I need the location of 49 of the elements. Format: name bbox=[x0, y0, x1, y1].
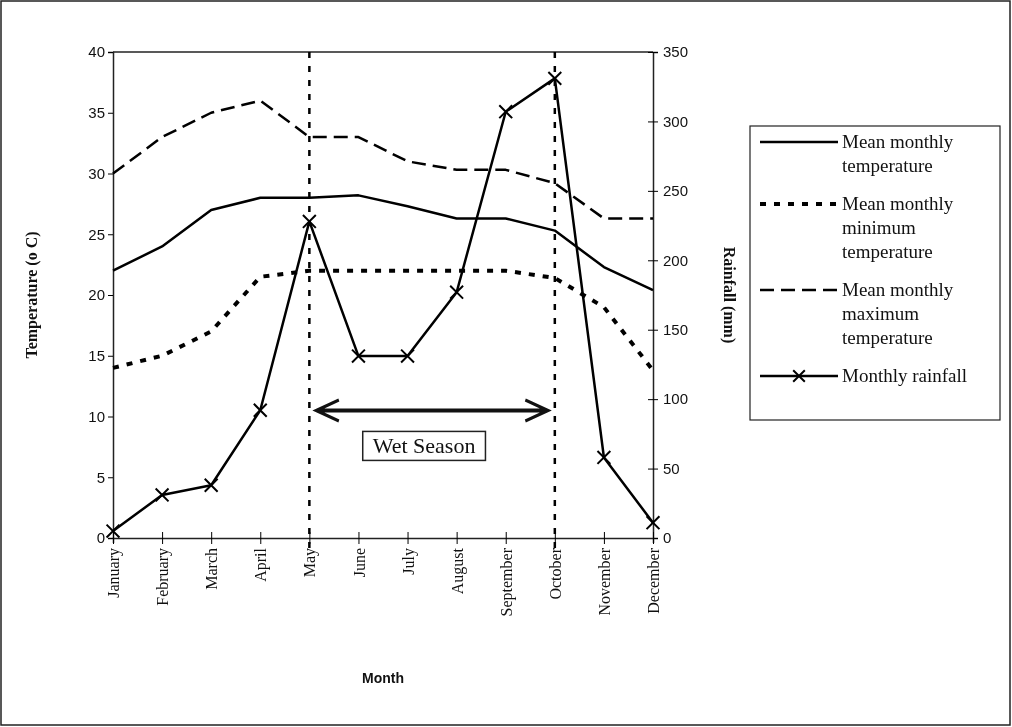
y-tick-label: 25 bbox=[88, 225, 105, 243]
x-tick-label: July bbox=[399, 548, 418, 575]
x-tick-label: June bbox=[350, 548, 368, 578]
point bbox=[252, 402, 268, 418]
point bbox=[498, 104, 514, 120]
x-tick-label: February bbox=[154, 548, 173, 606]
x-tick-label: March bbox=[203, 548, 221, 590]
point bbox=[351, 348, 366, 364]
y-tick-label: 20 bbox=[88, 286, 105, 304]
point bbox=[400, 348, 415, 364]
x-tick-label: October bbox=[546, 547, 564, 600]
legend-label: Mean monthly minimum temperature bbox=[842, 193, 954, 262]
point bbox=[105, 523, 121, 539]
point bbox=[301, 213, 317, 229]
y-tick-label: 5 bbox=[96, 468, 105, 486]
legend-label: Mean monthly maximum temperature bbox=[842, 279, 954, 348]
y2-tick-label: 250 bbox=[663, 182, 689, 200]
y2-tick-label: 200 bbox=[663, 251, 689, 269]
point bbox=[154, 487, 170, 503]
point bbox=[645, 515, 661, 531]
y-tick-label: 10 bbox=[88, 407, 105, 425]
point bbox=[449, 284, 465, 300]
legend-label: Mean monthly temperature bbox=[842, 131, 954, 176]
x-tick-label: May bbox=[301, 548, 320, 578]
x-tick-label: September bbox=[497, 547, 516, 617]
x-tick-label: December bbox=[645, 547, 663, 614]
y-tick-label: 35 bbox=[88, 104, 105, 122]
point bbox=[596, 450, 612, 465]
x-tick-label: January bbox=[105, 548, 124, 598]
y-tick-label: 15 bbox=[88, 347, 105, 365]
y2-tick-label: 300 bbox=[663, 112, 689, 130]
x-tick-label: November bbox=[596, 547, 614, 616]
y-axis-title: Temperature (o C) bbox=[23, 231, 41, 359]
x-axis-title: Month bbox=[362, 670, 404, 686]
x-tick-label: April bbox=[252, 547, 271, 582]
y-tick-label: 30 bbox=[88, 164, 105, 182]
y2-tick-label: 350 bbox=[663, 43, 689, 61]
y2-tick-label: 0 bbox=[663, 529, 672, 547]
y-tick-label: 40 bbox=[88, 43, 105, 61]
y2-tick-label: 50 bbox=[663, 459, 680, 477]
y2-axis-title: Rainfall (mm) bbox=[720, 246, 738, 344]
point bbox=[203, 477, 219, 493]
legend-label: Monthly rainfall bbox=[842, 365, 968, 386]
y2-tick-label: 100 bbox=[663, 390, 689, 408]
y2-tick-label: 150 bbox=[663, 321, 689, 339]
annotation: Wet Season bbox=[372, 433, 476, 459]
y-tick-label: 0 bbox=[96, 529, 105, 547]
x-tick-label: August bbox=[448, 547, 467, 595]
point bbox=[547, 70, 563, 86]
